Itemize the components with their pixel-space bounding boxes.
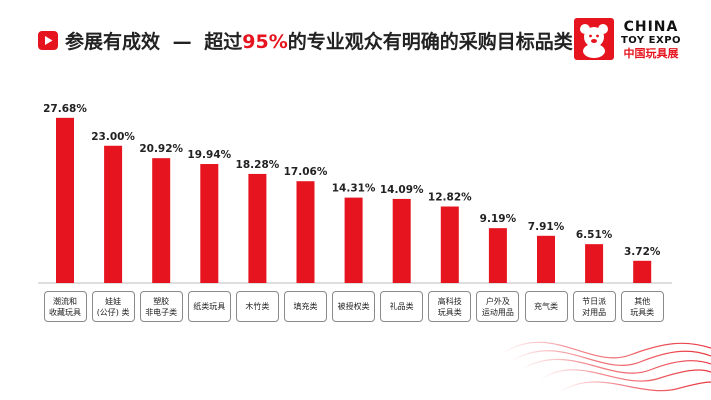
- category-label-text: 潮流和 收藏玩具: [49, 296, 81, 317]
- bar: [152, 158, 171, 283]
- logo-line-toy-expo: TOY EXPO: [620, 35, 682, 46]
- bar: [296, 181, 315, 283]
- logo-line-china: CHINA: [623, 19, 679, 35]
- bar-value-label: 6.51%: [576, 229, 613, 241]
- category-label-text: 木竹类: [245, 302, 270, 311]
- category-label: 塑胶 非电子类: [139, 291, 183, 322]
- category-label: 其他 玩具类: [620, 291, 664, 322]
- teddy-bear-logo-icon: [574, 18, 614, 60]
- bar: [56, 117, 74, 283]
- bar: [488, 228, 507, 283]
- title-dash: —: [172, 31, 192, 53]
- bar-value-label: 14.09%: [380, 184, 424, 196]
- category-label-text: 塑胶 非电子类: [145, 296, 178, 317]
- logo-text: CHINA TOY EXPO 中国玩具展: [618, 19, 684, 61]
- china-toy-expo-logo: CHINA TOY EXPO 中国玩具展: [574, 18, 684, 64]
- bar: [585, 244, 604, 283]
- category-label: 充气类: [524, 291, 568, 322]
- category-label: 木竹类: [235, 291, 279, 322]
- category-label: 高科技 玩具类: [428, 291, 472, 322]
- category-label-text: 高科技 玩具类: [437, 296, 462, 317]
- bar-value-label: 9.19%: [480, 213, 517, 225]
- page-title: 参展有成效 — 超过95%的专业观众有明确的采购目标品类: [65, 27, 573, 54]
- category-label: 礼品类: [380, 291, 424, 322]
- title-pre: 超过: [204, 31, 243, 53]
- bar-value-label: 18.28%: [236, 159, 280, 171]
- category-label: 潮流和 收藏玩具: [43, 291, 87, 322]
- category-label: 填充类: [284, 291, 327, 322]
- header: 参展有成效 — 超过95%的专业观众有明确的采购目标品类 CHINA TOY E…: [0, 0, 711, 80]
- bar: [537, 235, 555, 283]
- play-icon: [38, 31, 58, 50]
- category-label-text: 其他 玩具类: [630, 296, 655, 317]
- title-post: 的专业观众有明确的采购目标品类: [287, 31, 573, 53]
- decorative-ribbon: [499, 341, 711, 393]
- bar-value-label: 23.00%: [91, 131, 135, 143]
- bar-value-label: 12.82%: [428, 192, 472, 204]
- bar: [344, 197, 363, 283]
- category-label: 被授权类: [332, 291, 376, 322]
- bar-value-label: 14.31%: [332, 183, 376, 195]
- category-label: 户外及 运动用品: [476, 291, 520, 322]
- title-main: 参展有成效: [65, 31, 161, 53]
- bar-value-label: 7.91%: [528, 221, 565, 233]
- bar: [633, 260, 652, 283]
- category-label-text: 填充类: [293, 302, 318, 311]
- bar: [200, 164, 219, 283]
- bar-value-label: 19.94%: [187, 149, 231, 161]
- bar-value-label: 3.72%: [624, 246, 661, 258]
- bar: [248, 173, 267, 283]
- bar: [392, 198, 411, 283]
- category-label-text: 被授权类: [337, 302, 370, 311]
- category-label-text: 纸类玩具: [193, 302, 226, 311]
- category-label-text: 充气类: [534, 302, 558, 311]
- category-label: 纸类玩具: [187, 291, 231, 322]
- bar-value-label: 20.92%: [139, 143, 183, 155]
- bar-value-label: 27.68%: [43, 103, 87, 115]
- category-label-text: 礼品类: [389, 302, 414, 311]
- category-label: 节日派 对用品: [572, 291, 616, 322]
- title-percent: 95%: [242, 31, 288, 53]
- category-label-text: 户外及 运动用品: [481, 296, 514, 317]
- bar: [440, 206, 459, 283]
- category-label-text: 节日派 对用品: [582, 296, 607, 317]
- bar-value-label: 17.06%: [284, 166, 328, 178]
- bar: [104, 145, 123, 283]
- logo-line-chinese: 中国玩具展: [623, 47, 679, 60]
- category-label: 娃娃 (公仔) 类: [91, 291, 135, 322]
- category-label-text: 娃娃 (公仔) 类: [96, 296, 130, 317]
